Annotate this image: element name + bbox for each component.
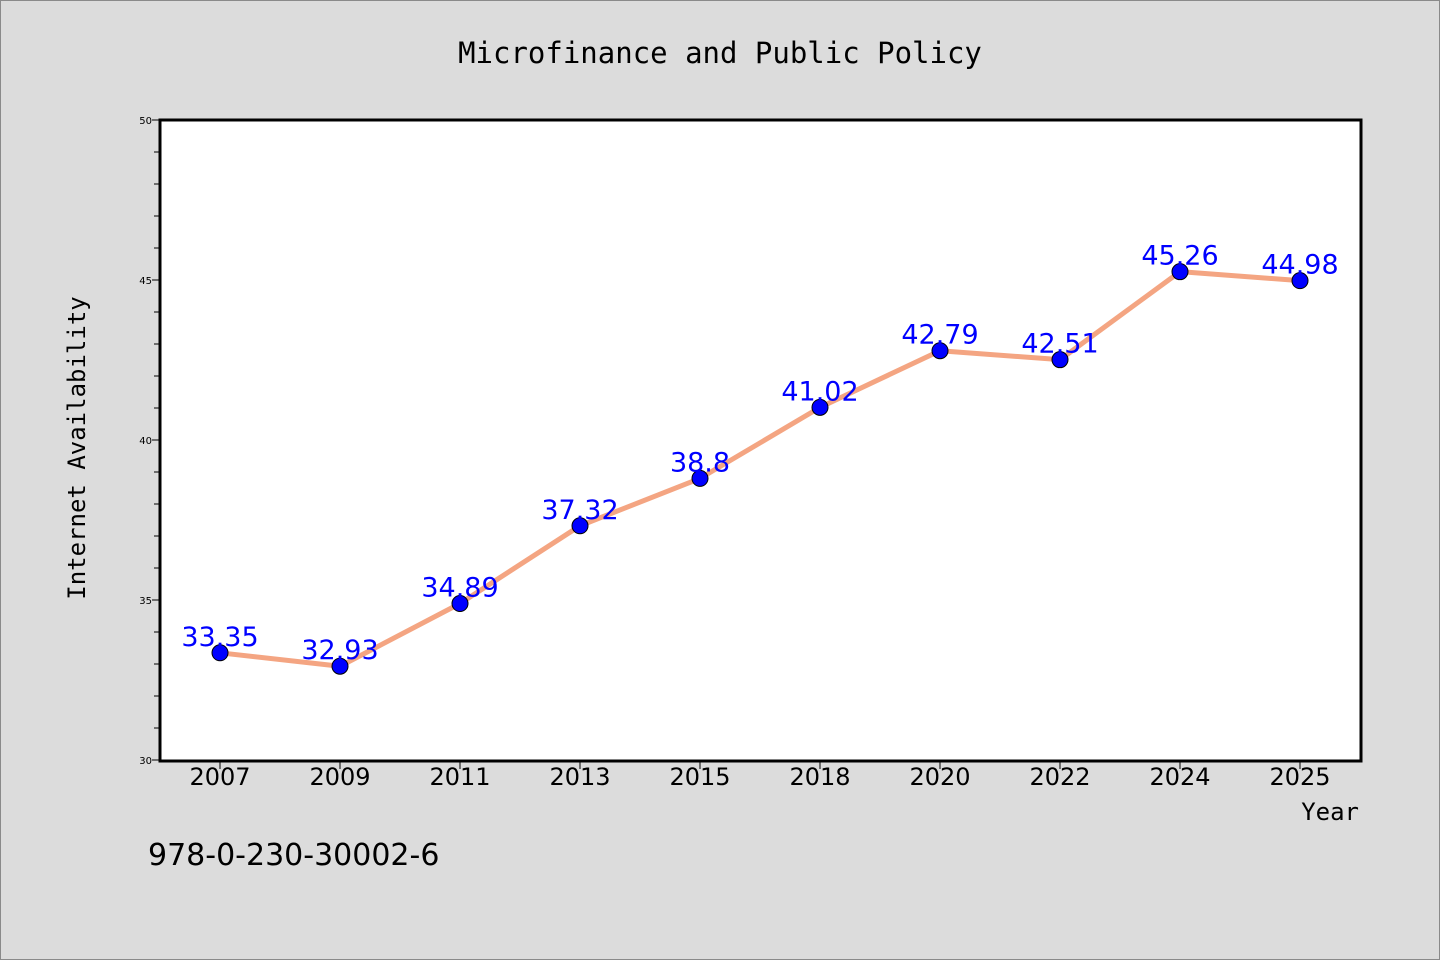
x-axis-tick-labels: 2007 2009 2011 2013 2015 2018 2020 2022 2024 2025 (189, 763, 1330, 791)
x-tick-label: 2024 (1149, 763, 1210, 791)
data-label: 33.35 (181, 622, 258, 653)
data-label: 32.93 (301, 635, 378, 666)
x-tick-label: 2022 (1029, 763, 1090, 791)
y-tick-label: 30 (139, 756, 152, 767)
data-point (331, 657, 349, 675)
x-tick-label: 2009 (309, 763, 370, 791)
x-tick-label: 2025 (1269, 763, 1330, 791)
chart-title: Microfinance and Public Policy (458, 36, 982, 70)
y-tick-label: 40 (139, 436, 152, 447)
data-label: 42.51 (1021, 329, 1098, 360)
data-point (451, 595, 469, 613)
data-label: 38.8 (670, 447, 730, 478)
y-axis-label: Internet Availability (63, 296, 91, 599)
x-axis-label: Year (1301, 798, 1359, 826)
data-point (571, 517, 589, 535)
y-tick-label: 35 (139, 596, 152, 607)
x-tick-label: 2007 (189, 763, 250, 791)
series-line (217, 269, 1303, 669)
series: 33.35 32.93 34.89 37.32 38.8 41.02 42.79 42.51 4… (181, 241, 1339, 675)
data-label: 42.79 (901, 320, 978, 351)
x-tick-label: 2011 (429, 763, 490, 791)
data-point (1171, 263, 1189, 281)
y-tick-label: 45 (139, 276, 152, 287)
footer-isbn: 978-0-230-30002-6 (148, 838, 439, 873)
data-point (691, 469, 709, 487)
y-axis-ticks (152, 119, 160, 761)
data-point (931, 342, 949, 360)
y-axis-tick-labels: 30 35 40 45 50 (139, 116, 152, 767)
x-tick-label: 2013 (549, 763, 610, 791)
data-label: 41.02 (781, 376, 858, 407)
data-label: 37.32 (541, 495, 618, 526)
data-label: 45.26 (1141, 241, 1218, 272)
data-label: 34.89 (421, 573, 498, 604)
y-tick-label: 50 (139, 116, 152, 127)
x-tick-label: 2018 (789, 763, 850, 791)
data-label: 44.98 (1261, 250, 1338, 281)
x-tick-label: 2015 (669, 763, 730, 791)
x-tick-label: 2020 (909, 763, 970, 791)
data-point (811, 398, 829, 416)
data-point (1291, 272, 1309, 290)
x-axis-ticks (219, 761, 1301, 769)
data-point (1051, 351, 1069, 369)
data-point (211, 644, 229, 662)
